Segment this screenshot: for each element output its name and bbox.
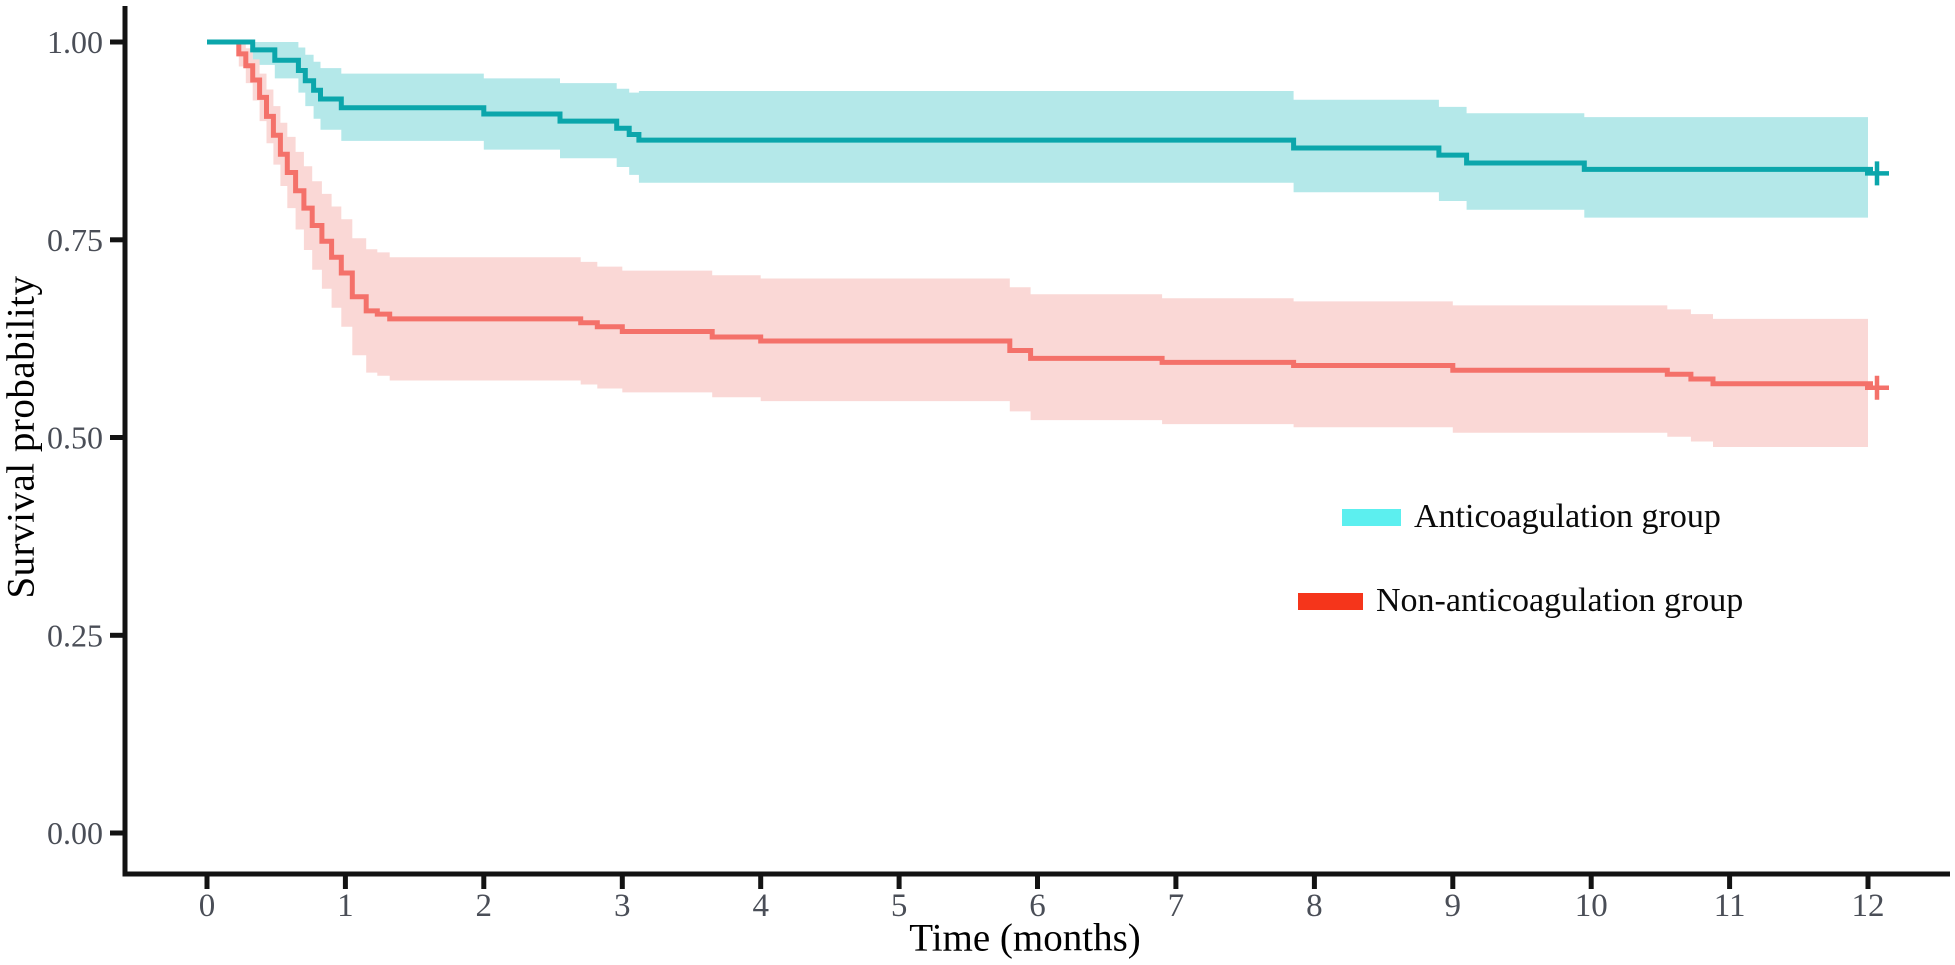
anticoagulation-survival-curve [207, 39, 1873, 172]
legend-item-anticoagulation: Anticoagulation group [1342, 498, 1721, 536]
non_anticoagulation-censor-mark [1865, 375, 1889, 400]
x-tick-label: 9 [1445, 888, 1462, 924]
y-tick-label: 0.75 [47, 222, 103, 258]
x-tick-label: 11 [1714, 888, 1746, 924]
legend-label-anticoagulation: Anticoagulation group [1414, 498, 1721, 535]
x-tick-label: 8 [1306, 888, 1323, 924]
legend-label-non-anticoagulation: Non-anticoagulation group [1376, 582, 1744, 619]
x-tick-label: 6 [1029, 888, 1046, 924]
x-tick-label: 3 [614, 888, 631, 924]
legend-swatch-non-anticoagulation [1298, 592, 1363, 610]
y-tick-label: 0.00 [47, 815, 103, 851]
legend-swatch-anticoagulation [1342, 508, 1401, 526]
x-tick-label: 12 [1852, 888, 1885, 924]
anticoagulation-confidence-band [207, 42, 1868, 218]
non_anticoagulation-survival-curve [207, 39, 1873, 387]
x-tick-label: 4 [752, 888, 769, 924]
y-tick-label: 0.25 [47, 617, 103, 653]
y-axis-title: Survival probability [0, 275, 43, 599]
x-axis-title: Time (months) [909, 916, 1141, 960]
non_anticoagulation-confidence-band [207, 42, 1868, 447]
x-tick-label: 5 [891, 888, 908, 924]
x-tick-label: 0 [199, 888, 216, 924]
x-tick-label: 10 [1575, 888, 1608, 924]
y-tick-label: 0.50 [47, 420, 103, 456]
x-tick-label: 2 [476, 888, 493, 924]
x-tick-label: 1 [337, 888, 354, 924]
legend-item-non-anticoagulation: Non-anticoagulation group [1298, 582, 1743, 620]
x-tick-label: 7 [1168, 888, 1185, 924]
y-tick-label: 1.00 [47, 24, 103, 60]
anticoagulation-censor-mark [1865, 161, 1889, 186]
